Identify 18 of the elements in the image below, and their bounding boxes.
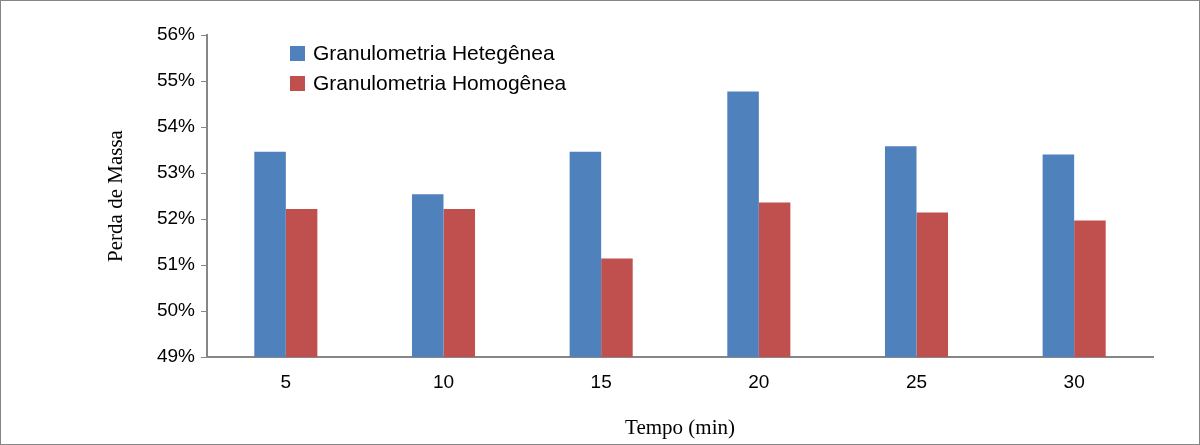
x-tick-label: 30 [1063,370,1085,392]
y-tick-label: 52% [156,207,196,229]
legend-label: Granulometria Hetegênea [313,40,555,66]
y-tick-label: 56% [156,23,196,45]
legend-label: Granulometria Homogênea [313,70,567,96]
y-tick-label: 55% [156,69,196,91]
x-tick-label: 20 [748,370,770,392]
x-tick-label: 25 [905,370,928,392]
x-tick-label: 15 [590,370,612,392]
y-tick-label: 53% [156,161,196,183]
y-tick-label: 51% [156,253,196,275]
y-tick-label: 50% [156,299,196,321]
y-axis-title: Perda de Massa [103,129,128,262]
x-tick-label: 10 [432,370,455,392]
y-tick-label: 54% [156,115,196,137]
x-tick-label: 5 [280,370,292,392]
y-tick-label: 49% [156,345,196,367]
x-axis-title: Tempo (min) [625,414,735,439]
